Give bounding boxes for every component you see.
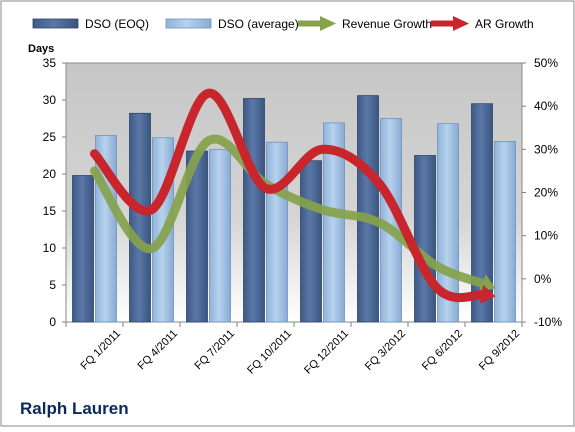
bar-dso-average-7 (494, 140, 516, 323)
bar-dso-average-3 (266, 141, 288, 323)
y-tick-label: 0 (49, 315, 56, 329)
bar-dso-eoq-3 (243, 98, 265, 323)
line-ar-growth (90, 88, 489, 303)
bar-dso-eoq-7 (471, 103, 493, 323)
bar-dso-eoq-5 (357, 95, 379, 323)
legend-label: DSO (average) (218, 17, 299, 31)
y2-tick-label: 0% (534, 272, 552, 286)
chart-title: Ralph Lauren (20, 399, 129, 418)
y-tick-label: 10 (43, 241, 57, 255)
arrowhead-ar-growth (480, 284, 496, 304)
bar-dso-eoq-1 (129, 112, 151, 323)
legend-item-dso-average-: DSO (average) (165, 17, 299, 31)
bars-layer (72, 95, 516, 323)
legend-arrow-icon (320, 16, 336, 31)
legend-label: DSO (EOQ) (85, 17, 149, 31)
legend-item-dso-eoq-: DSO (EOQ) (32, 17, 149, 31)
bar-dso-eoq-0 (72, 175, 94, 323)
y2-tick-label: 40% (534, 99, 558, 113)
y2-tick-label: 20% (534, 186, 558, 200)
legend: DSO (EOQ) DSO (average) Revenue Growth AR G… (32, 16, 534, 31)
y2-tick-label: 50% (534, 56, 558, 70)
y-tick-label: 15 (43, 204, 57, 218)
bar-dso-eoq-6 (414, 155, 436, 323)
y2-tick-label: 10% (534, 229, 558, 243)
y-tick-label: 30 (43, 93, 57, 107)
y-tick-label: 25 (43, 130, 57, 144)
bar-dso-eoq-4 (300, 160, 322, 323)
legend-swatch (32, 18, 79, 29)
legend-arrow-icon (453, 16, 469, 31)
bar-dso-average-2 (209, 149, 231, 323)
y-axis-label: Days (28, 43, 54, 55)
bar-dso-average-4 (323, 122, 345, 323)
y-tick-label: 5 (49, 278, 56, 292)
legend-label: Revenue Growth (342, 17, 432, 31)
y-tick-label: 35 (43, 56, 57, 70)
legend-item-revenue-growth: Revenue Growth (298, 16, 432, 31)
lines-layer (90, 88, 496, 304)
y-tick-label: 20 (43, 167, 57, 181)
legend-item-ar-growth: AR Growth (431, 16, 534, 31)
legend-label: AR Growth (475, 17, 534, 31)
y2-tick-label: 30% (534, 142, 558, 156)
y2-tick-label: -10% (534, 315, 562, 329)
legend-swatch (165, 18, 212, 29)
